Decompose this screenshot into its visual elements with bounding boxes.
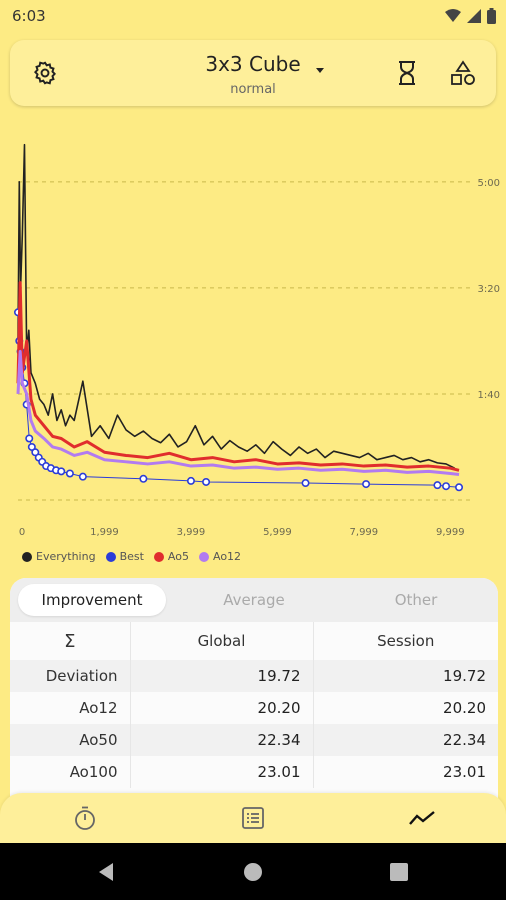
legend-dot: [153, 551, 164, 562]
row-label: Ao100: [10, 756, 131, 788]
trend-icon[interactable]: [409, 805, 435, 831]
stopwatch-icon[interactable]: [72, 805, 98, 831]
data-point-best: [78, 472, 87, 481]
global-value: 20.20: [130, 692, 314, 724]
row-label: Ao50: [10, 724, 131, 756]
recents-icon[interactable]: [390, 863, 408, 881]
solve-times-chart: 1:40 3:20 5:00 0 1,999 3,999 5,999 7,999 9,999: [14, 143, 500, 538]
series-line-ao5: [16, 281, 460, 472]
data-point-best: [455, 483, 464, 492]
legend-label: Ao12: [212, 550, 242, 563]
data-point-best: [139, 474, 148, 483]
column-header-global: Global: [130, 622, 314, 660]
bottom-navigation: [0, 793, 506, 843]
row-label: Deviation: [10, 660, 131, 692]
tab-other[interactable]: Other: [394, 591, 438, 609]
status-icons: [445, 8, 496, 24]
legend-dot: [105, 551, 116, 562]
global-value: 19.72: [130, 660, 314, 692]
y-tick-label: 3:20: [478, 284, 500, 295]
legend-item: Ao5: [153, 550, 189, 563]
data-point-best: [362, 480, 371, 489]
data-point-best: [202, 477, 211, 486]
data-point-best: [433, 481, 442, 490]
data-point-best: [65, 469, 74, 478]
x-tick-label: 5,999: [263, 527, 292, 538]
stats-table: Σ Global Session Deviation 19.72 19.72 A…: [10, 622, 498, 788]
row-label: Ao12: [10, 692, 131, 724]
global-value: 22.34: [130, 724, 314, 756]
stats-panel: Improvement Average Other Σ Global Sessi…: [10, 578, 498, 808]
data-point-best: [27, 442, 36, 451]
chart-legend: Everything Best Ao5 Ao12: [22, 550, 241, 563]
gear-icon[interactable]: [32, 60, 58, 86]
table-row: Ao50 22.34 22.34: [10, 724, 498, 756]
x-tick-label: 1,999: [90, 527, 119, 538]
x-tick-label: 7,999: [350, 527, 379, 538]
y-tick-label: 1:40: [478, 390, 500, 401]
legend-label: Ao5: [167, 550, 189, 563]
signal-icon: [467, 9, 481, 23]
system-navigation-bar: [0, 843, 506, 900]
battery-icon: [487, 8, 496, 24]
x-tick-label: 0: [19, 527, 25, 538]
session-subtitle: normal: [230, 82, 276, 97]
session-value: 23.01: [443, 763, 486, 781]
puzzle-title[interactable]: 3x3 Cube: [205, 52, 301, 76]
hourglass-icon[interactable]: [396, 60, 418, 86]
shapes-icon[interactable]: [450, 60, 476, 86]
data-point-best: [25, 434, 34, 443]
y-tick-label: 5:00: [478, 178, 500, 189]
x-tick-label: 9,999: [436, 527, 465, 538]
back-icon[interactable]: [96, 862, 116, 882]
data-point-best: [442, 482, 451, 491]
status-bar: 6:03: [0, 0, 506, 32]
table-row: Deviation 19.72 19.72: [10, 660, 498, 692]
session-value: 22.34: [313, 724, 498, 756]
series-line-everything: [17, 143, 456, 469]
table-header-row: Σ Global Session: [10, 622, 498, 660]
legend-label: Everything: [36, 550, 96, 563]
legend-item: Everything: [22, 550, 96, 563]
session-value: 19.72: [313, 660, 498, 692]
column-header-session: Session: [377, 632, 435, 650]
data-point-best: [57, 467, 66, 476]
data-point-best: [186, 476, 195, 485]
global-value: 23.01: [130, 756, 314, 788]
legend-dot: [198, 551, 209, 562]
stats-tabs: Improvement Average Other: [10, 578, 498, 622]
status-time: 6:03: [12, 7, 46, 25]
chevron-down-icon[interactable]: [314, 64, 326, 76]
data-point-best: [31, 448, 40, 457]
session-value: 20.20: [443, 699, 486, 717]
table-row: Ao100 23.01 23.01: [10, 756, 498, 788]
legend-item: Best: [105, 550, 144, 563]
x-tick-label: 3,999: [177, 527, 206, 538]
legend-item: Ao12: [198, 550, 242, 563]
sigma-header: Σ: [10, 622, 131, 660]
tab-improvement[interactable]: Improvement: [18, 584, 166, 616]
tab-average[interactable]: Average: [223, 591, 285, 609]
table-row: Ao12 20.20 20.20: [10, 692, 498, 724]
series-line-ao12: [16, 350, 460, 477]
legend-dot: [22, 551, 32, 562]
data-point-best: [301, 479, 310, 488]
legend-label: Best: [119, 550, 144, 563]
wifi-icon: [445, 9, 461, 22]
list-icon[interactable]: [240, 805, 266, 831]
top-bar: 3x3 Cube normal: [10, 40, 496, 106]
home-icon[interactable]: [243, 862, 263, 882]
